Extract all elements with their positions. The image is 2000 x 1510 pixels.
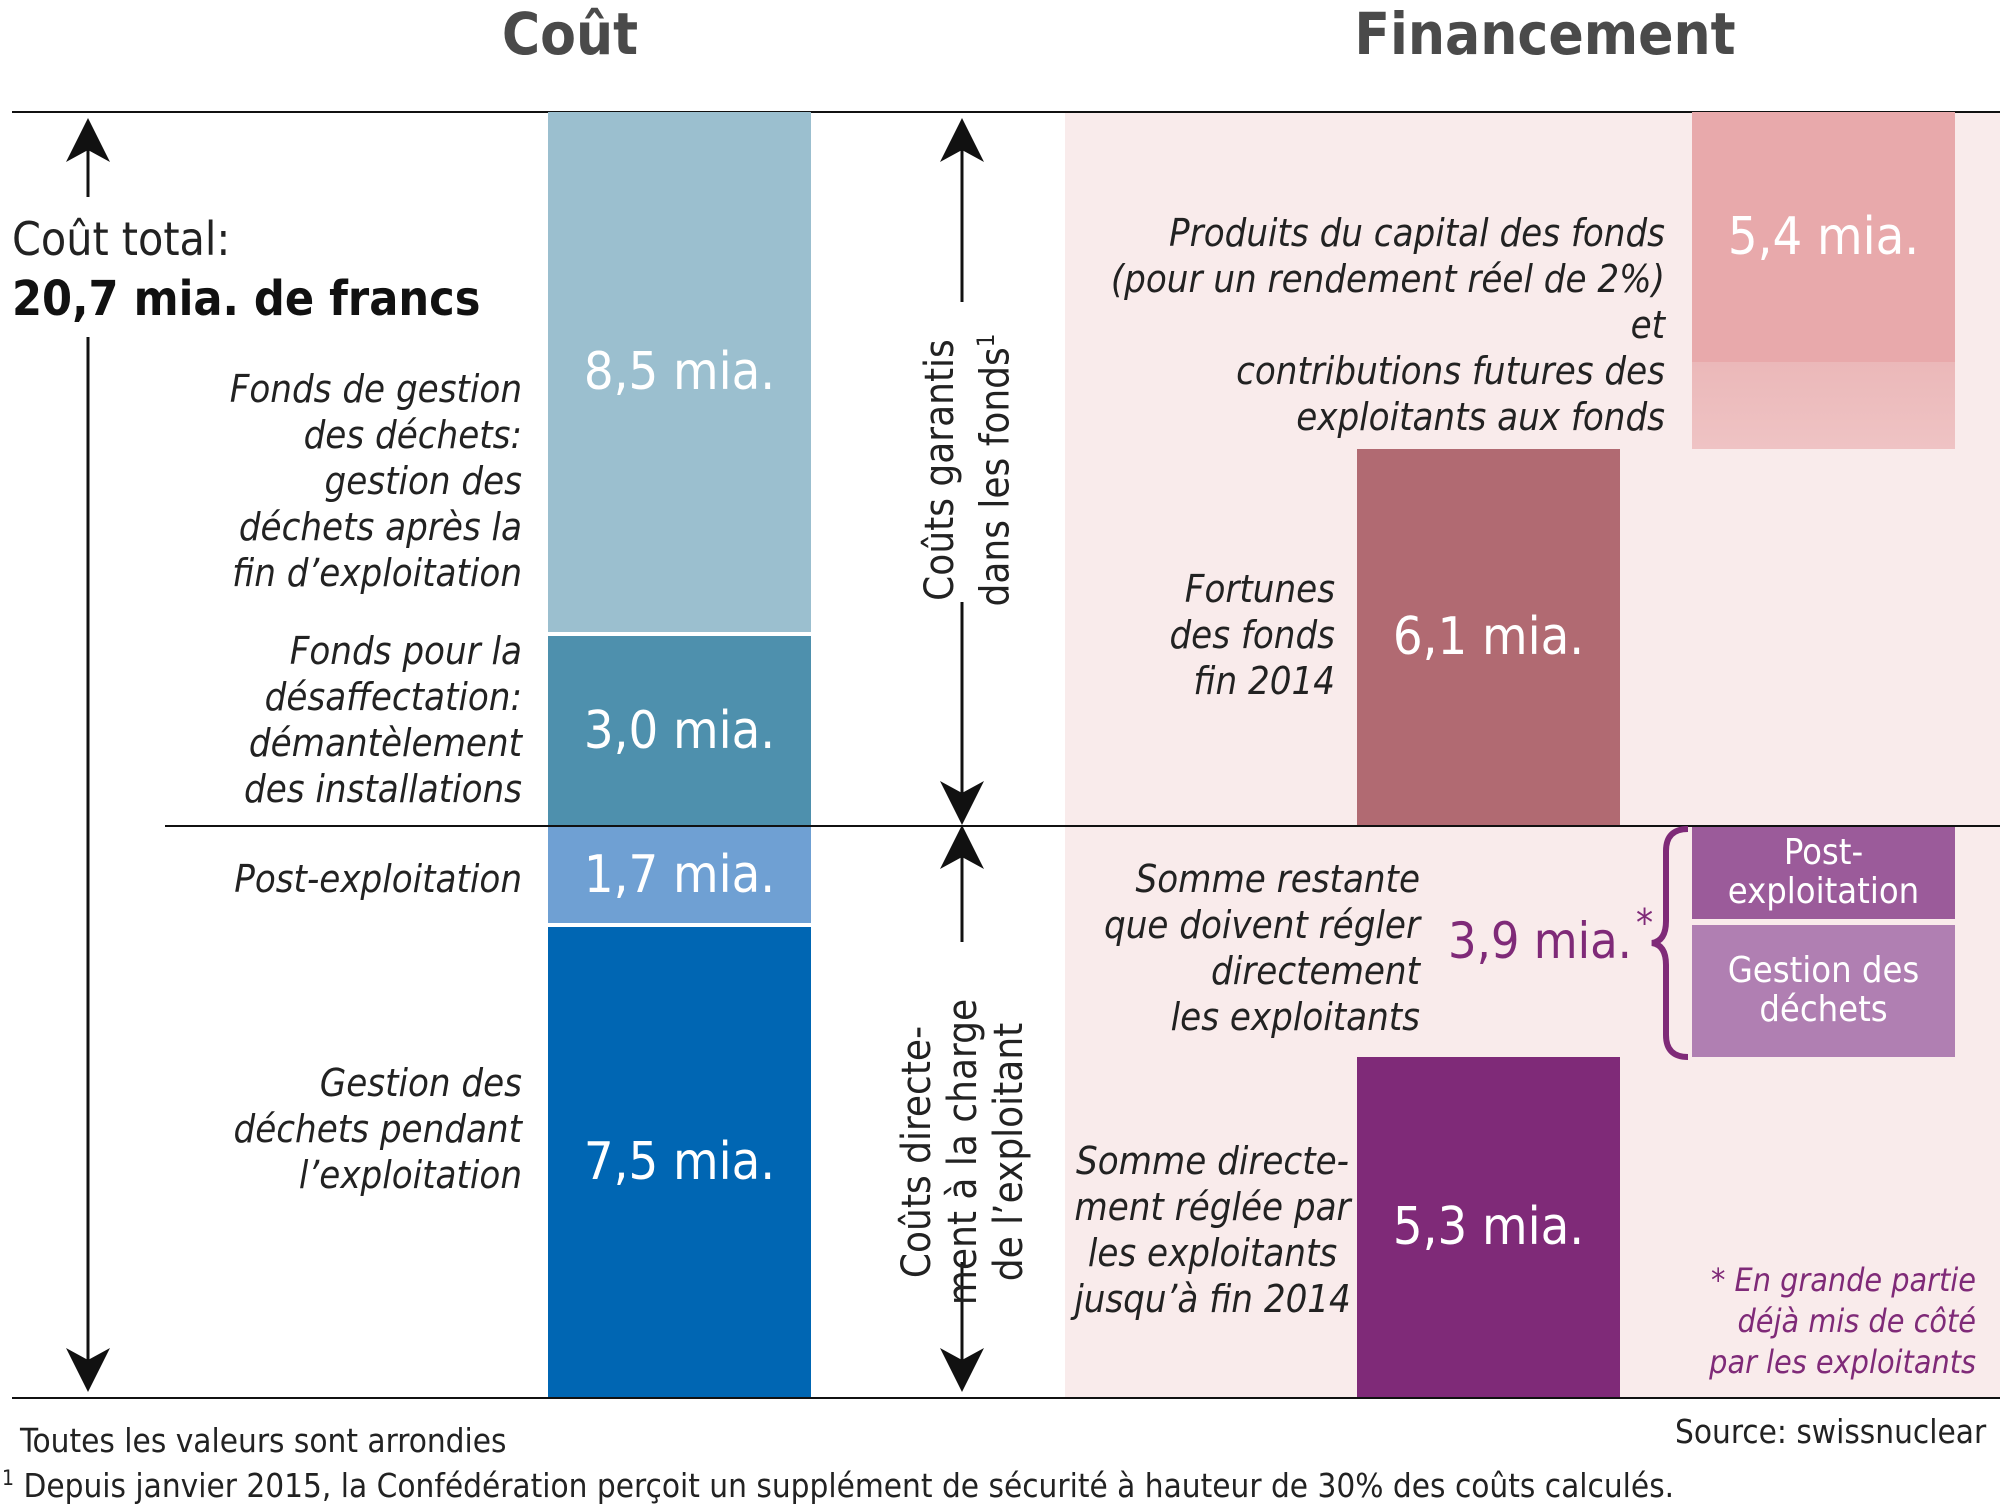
box-remaining-waste: Gestion des déchets bbox=[1692, 925, 1955, 1057]
footnote: 1 Depuis janvier 2015, la Confédération … bbox=[2, 1466, 1675, 1505]
cost-label-decommission-fund: Fonds pour la désaffectation: démantèlem… bbox=[244, 629, 522, 811]
label-paid-sum: Somme directe- ment réglée par les explo… bbox=[1074, 1139, 1351, 1321]
label-fund-fortunes: Fortunes des fonds fin 2014 bbox=[1169, 567, 1335, 703]
cost-label-post-exploitation: Post-exploitation bbox=[234, 857, 522, 901]
rounding-note: Toutes les valeurs sont arrondies bbox=[20, 1421, 507, 1460]
cost-value: 8,5 mia. bbox=[583, 342, 776, 402]
box-fund-fortunes: 6,1 mia. bbox=[1357, 449, 1620, 825]
financing-header: Financement bbox=[1354, 0, 1736, 68]
cost-segment-decommission-fund: 3,0 mia. bbox=[548, 636, 811, 825]
middle-arrows-icon bbox=[940, 118, 984, 1392]
remaining-sum-value: 3,9 mia. * bbox=[1448, 901, 1654, 970]
label-remaining-sum: Somme restante que doivent régler direct… bbox=[1104, 857, 1420, 1039]
cost-segment-waste-operation: 7,5 mia. bbox=[548, 927, 811, 1397]
box-capital-returns: 5,4 mia. bbox=[1692, 112, 1955, 362]
cost-label-waste-fund: Fonds de gestion des déchets: gestion de… bbox=[229, 367, 522, 595]
guaranteed-costs-label: Coûts garantis dans les fonds1 bbox=[917, 333, 1019, 607]
bottom-rule bbox=[12, 1397, 2000, 1399]
total-arrow-icon bbox=[66, 118, 110, 1392]
brace-icon bbox=[1651, 826, 1689, 1060]
box-paid-sum: 5,3 mia. bbox=[1357, 1057, 1620, 1397]
cost-segment-post-exploitation: 1,7 mia. bbox=[548, 827, 811, 923]
direct-costs-label: Coûts directe- ment à la charge de l’exp… bbox=[894, 998, 1032, 1306]
total-value: 20,7 mia. de francs bbox=[12, 271, 481, 327]
cost-value: 1,7 mia. bbox=[583, 845, 776, 905]
cost-label-waste-operation: Gestion des déchets pendant l’exploitati… bbox=[233, 1061, 522, 1197]
cost-header: Coût bbox=[501, 0, 639, 68]
label-capital-returns: Produits du capital des fonds (pour un r… bbox=[1110, 211, 1665, 439]
middle-rule bbox=[165, 825, 2000, 827]
cost-value: 7,5 mia. bbox=[583, 1132, 776, 1192]
cost-segment-waste-fund: 8,5 mia. bbox=[548, 112, 811, 632]
total-label: Coût total: bbox=[12, 212, 231, 266]
box-capital-returns-lower bbox=[1692, 362, 1955, 449]
source-note: Source: swissnuclear bbox=[1675, 1412, 1987, 1451]
box-remaining-post-exploitation: Post- exploitation bbox=[1692, 827, 1955, 919]
cost-value: 3,0 mia. bbox=[583, 700, 776, 761]
top-rule bbox=[12, 111, 2000, 113]
financing-note: * En grande partie déjà mis de côté par … bbox=[1709, 1261, 1976, 1381]
